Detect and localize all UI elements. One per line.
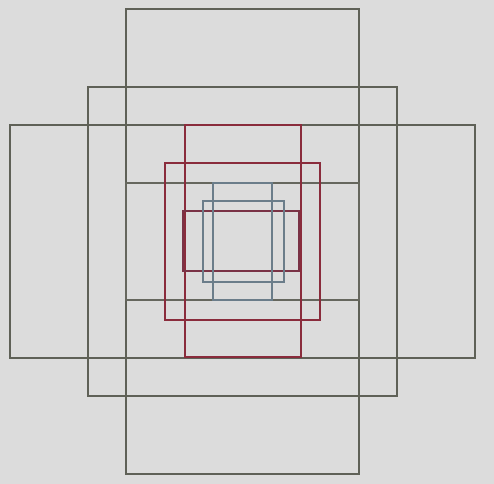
crimson-rect-square	[164, 162, 321, 321]
blue-rect-tall	[212, 182, 273, 301]
olive-rect-mid	[87, 86, 398, 397]
blue-rect-square	[202, 200, 285, 283]
crimson-rect-inner	[182, 210, 300, 272]
crimson-rect-tall	[184, 124, 302, 358]
olive-rect-top-bottom	[125, 8, 360, 475]
olive-rect-wide	[9, 124, 476, 359]
